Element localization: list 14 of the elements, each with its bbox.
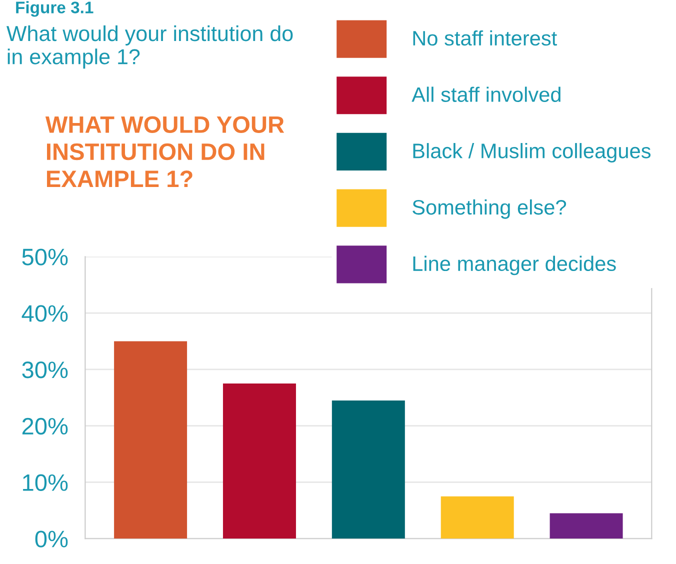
- legend-label: All staff involved: [412, 86, 560, 102]
- legend-label: Black / Muslim colleagues: [413, 143, 651, 162]
- chart-title: What would your institution do in example 1?: [6, 25, 293, 69]
- y-tick-label: 10%: [23, 474, 68, 492]
- legend-label: No staff interest: [413, 30, 557, 46]
- y-tick-label: 50%: [22, 248, 68, 266]
- y-tick-label: 40%: [22, 305, 68, 322]
- y-tick-label: 30%: [22, 361, 68, 378]
- y-tick-label: 0%: [35, 530, 68, 548]
- legend-label: Line manager decides: [413, 256, 616, 276]
- chart-subtitle: WHAT WOULD YOUR INSTITUTION DO IN EXAMPLE 1?: [45, 116, 284, 188]
- y-tick-label: 20%: [22, 418, 68, 435]
- legend-label: Something else?: [412, 199, 566, 219]
- caption: Figure 3.1: [16, 1, 94, 17]
